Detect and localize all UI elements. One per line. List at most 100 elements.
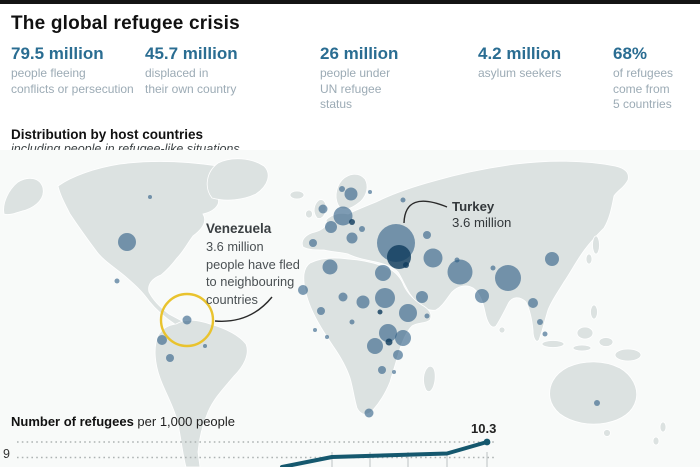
stat-un-refugee-status: 26 million people under UN refugee statu… [320, 44, 398, 113]
chart-title-rest: per 1,000 people [133, 414, 236, 429]
host-country-bubble [148, 195, 152, 199]
world-map-land [3, 158, 667, 467]
refugees-trend-line [280, 440, 489, 467]
stat-value: 45.7 million [145, 44, 238, 63]
venezuela-highlight-circle [159, 292, 215, 348]
venezuela-annotation: Venezuela 3.6 million people have fled t… [206, 221, 300, 308]
host-country-bubble [537, 319, 543, 325]
refugee-bubbles-layer [114, 186, 600, 418]
stat-caption-line: come from [613, 81, 670, 96]
stat-caption-line: status [320, 97, 353, 111]
chart-title: Number of refugees per 1,000 people [11, 414, 235, 429]
stat-caption-line: people under [320, 66, 391, 80]
host-country-bubble [325, 335, 329, 339]
stat-caption-line: displaced in [145, 66, 209, 80]
host-country-bubble [375, 265, 391, 281]
venezuela-connector-line [214, 296, 273, 322]
host-country-bubble [392, 370, 396, 374]
stat-asylum-seekers: 4.2 million asylum seekers [478, 44, 561, 82]
stat-value: 4.2 million [478, 44, 562, 63]
host-country-bubble [403, 262, 409, 268]
host-country-bubble [423, 231, 431, 239]
host-country-bubble [594, 400, 600, 406]
host-country-bubble [166, 354, 174, 362]
top-accent-bar [0, 0, 700, 4]
host-country-bubble [399, 304, 417, 322]
host-country-bubble [375, 288, 395, 308]
chart-title-bold: Number of refugees [11, 414, 134, 429]
host-country-bubble [545, 252, 559, 266]
host-country-bubble [203, 344, 207, 348]
refugee-line-chart [17, 438, 497, 467]
host-country-bubble [349, 219, 355, 225]
stat-five-countries-share: 68% of refugees come from 5 countries [613, 44, 673, 113]
host-country-bubble [367, 338, 383, 354]
annotation-line: countries [206, 291, 258, 307]
annotation-line: 3.6 million [452, 215, 512, 230]
host-country-bubble [364, 408, 374, 418]
host-country-bubble [313, 328, 317, 332]
host-country-bubble [114, 278, 120, 284]
stat-internally-displaced: 45.7 million displaced in their own coun… [145, 44, 238, 97]
host-country-bubble [322, 259, 338, 275]
stat-caption-line: UN refugee [320, 81, 382, 96]
host-country-bubble [368, 190, 372, 194]
host-country-bubble [349, 319, 355, 325]
turkey-connector-line [403, 200, 448, 224]
host-country-bubble [333, 206, 353, 226]
host-country-bubble [182, 315, 192, 325]
host-country-bubble [318, 204, 328, 214]
stat-caption-line: 5 countries [613, 97, 672, 111]
host-country-bubble [325, 221, 337, 233]
map-section-heading: Distribution by host countries [11, 127, 204, 142]
trend-line-endpoint-dot [483, 438, 491, 446]
annotation-title: Venezuela [206, 221, 272, 236]
host-country-bubble [393, 350, 403, 360]
host-country-bubble [528, 298, 538, 308]
page-title: The global refugee crisis [11, 13, 240, 34]
stat-caption-line: conflicts or persecution [11, 81, 134, 96]
annotation-line: people have fled [206, 256, 300, 272]
annotation-line: 3.6 million [206, 239, 264, 254]
host-country-bubble [423, 248, 443, 268]
host-country-bubble [424, 313, 430, 319]
host-country-bubble [379, 324, 397, 342]
chart-endpoint-value-label: 10.3 [471, 421, 497, 436]
annotation-title: Turkey [452, 199, 495, 214]
host-country-bubble [542, 331, 548, 337]
host-country-bubble [377, 309, 383, 315]
host-country-bubble [447, 259, 473, 285]
host-country-bubble [344, 187, 358, 201]
host-country-bubble [378, 366, 386, 374]
host-country-bubble [395, 330, 411, 346]
host-country-bubble [338, 292, 348, 302]
stat-caption-line: asylum seekers [478, 66, 562, 80]
host-country-bubble [400, 197, 406, 203]
turkey-annotation: Turkey 3.6 million [452, 199, 511, 231]
host-country-bubble [495, 265, 521, 291]
host-country-bubble [157, 335, 167, 345]
host-country-bubble [416, 291, 428, 303]
host-country-bubble [385, 338, 393, 346]
annotation-line: to neighbouring [206, 274, 295, 289]
host-country-bubble [346, 232, 358, 244]
host-country-bubble [317, 307, 325, 315]
stat-total-fleeing: 79.5 million people fleeing conflicts or… [11, 44, 134, 97]
host-country-bubble [475, 289, 489, 303]
chart-gridline-value-label: 9 [3, 447, 10, 461]
host-country-bubble [298, 285, 308, 295]
host-country-bubble [356, 295, 370, 309]
stat-caption-line: of refugees [613, 66, 674, 80]
host-country-bubble [339, 186, 345, 192]
host-country-bubble [359, 226, 365, 232]
stat-value: 68% [613, 44, 648, 63]
stat-value: 79.5 million [11, 44, 104, 63]
stat-caption-line: their own country [145, 81, 237, 96]
host-country-bubble [309, 239, 317, 247]
host-country-bubble [490, 265, 496, 271]
stat-value: 26 million [320, 44, 399, 63]
stat-caption-line: people fleeing [11, 66, 86, 80]
host-country-bubble [118, 233, 136, 251]
